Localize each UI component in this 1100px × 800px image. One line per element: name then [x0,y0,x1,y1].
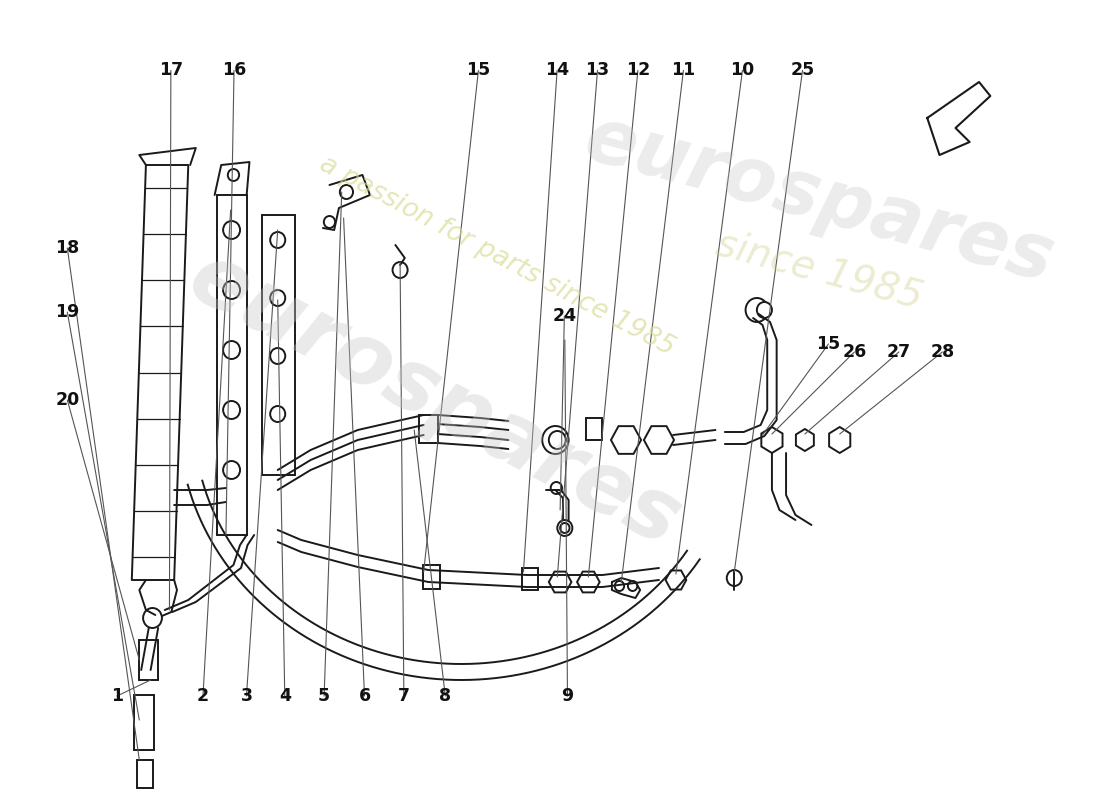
Circle shape [271,348,285,364]
Circle shape [223,461,240,479]
Bar [262,215,295,475]
Circle shape [558,520,572,536]
Circle shape [628,581,637,591]
Text: 11: 11 [671,62,695,79]
Circle shape [746,298,768,322]
Text: 19: 19 [55,303,79,321]
Circle shape [323,216,336,228]
Text: a passion for parts since 1985: a passion for parts since 1985 [315,151,679,361]
Circle shape [615,581,624,591]
Bar [134,695,154,750]
Circle shape [271,232,285,248]
Circle shape [551,482,562,494]
Circle shape [542,426,569,454]
Circle shape [727,570,741,586]
Circle shape [549,431,565,449]
Circle shape [143,608,162,628]
Text: since 1985: since 1985 [712,224,926,316]
Text: 20: 20 [55,391,79,409]
Bar [522,568,538,590]
Polygon shape [927,82,990,155]
Text: 13: 13 [585,62,609,79]
Text: 4: 4 [278,687,290,705]
Text: 8: 8 [439,687,451,705]
Text: 17: 17 [158,62,183,79]
Text: 14: 14 [544,62,569,79]
Text: 12: 12 [626,62,650,79]
Bar [422,565,440,589]
Circle shape [271,290,285,306]
Bar [140,640,158,680]
Text: 24: 24 [552,307,576,325]
Bar [585,418,603,440]
Text: 2: 2 [197,687,209,705]
Text: 15: 15 [816,335,840,353]
Text: 28: 28 [931,343,955,361]
Text: eurospares: eurospares [576,102,1062,298]
Circle shape [560,523,570,533]
Bar [136,760,153,788]
Text: 6: 6 [359,687,371,705]
Bar [217,195,246,535]
Circle shape [340,185,353,199]
Text: 1: 1 [111,687,123,705]
Circle shape [223,281,240,299]
Text: 3: 3 [241,687,253,705]
Circle shape [223,401,240,419]
Circle shape [223,221,240,239]
Circle shape [757,302,772,318]
Text: 15: 15 [466,62,491,79]
Text: 18: 18 [55,239,79,257]
Text: 25: 25 [791,62,815,79]
Text: 7: 7 [398,687,410,705]
Text: 5: 5 [318,687,330,705]
Circle shape [228,169,239,181]
Text: 9: 9 [561,687,573,705]
Text: 27: 27 [887,343,911,361]
Text: eurospares: eurospares [175,235,695,565]
Circle shape [223,341,240,359]
Text: 16: 16 [222,62,246,79]
Bar [419,415,438,443]
Text: 10: 10 [730,62,755,79]
Circle shape [271,406,285,422]
Text: 26: 26 [843,343,867,361]
Circle shape [393,262,408,278]
